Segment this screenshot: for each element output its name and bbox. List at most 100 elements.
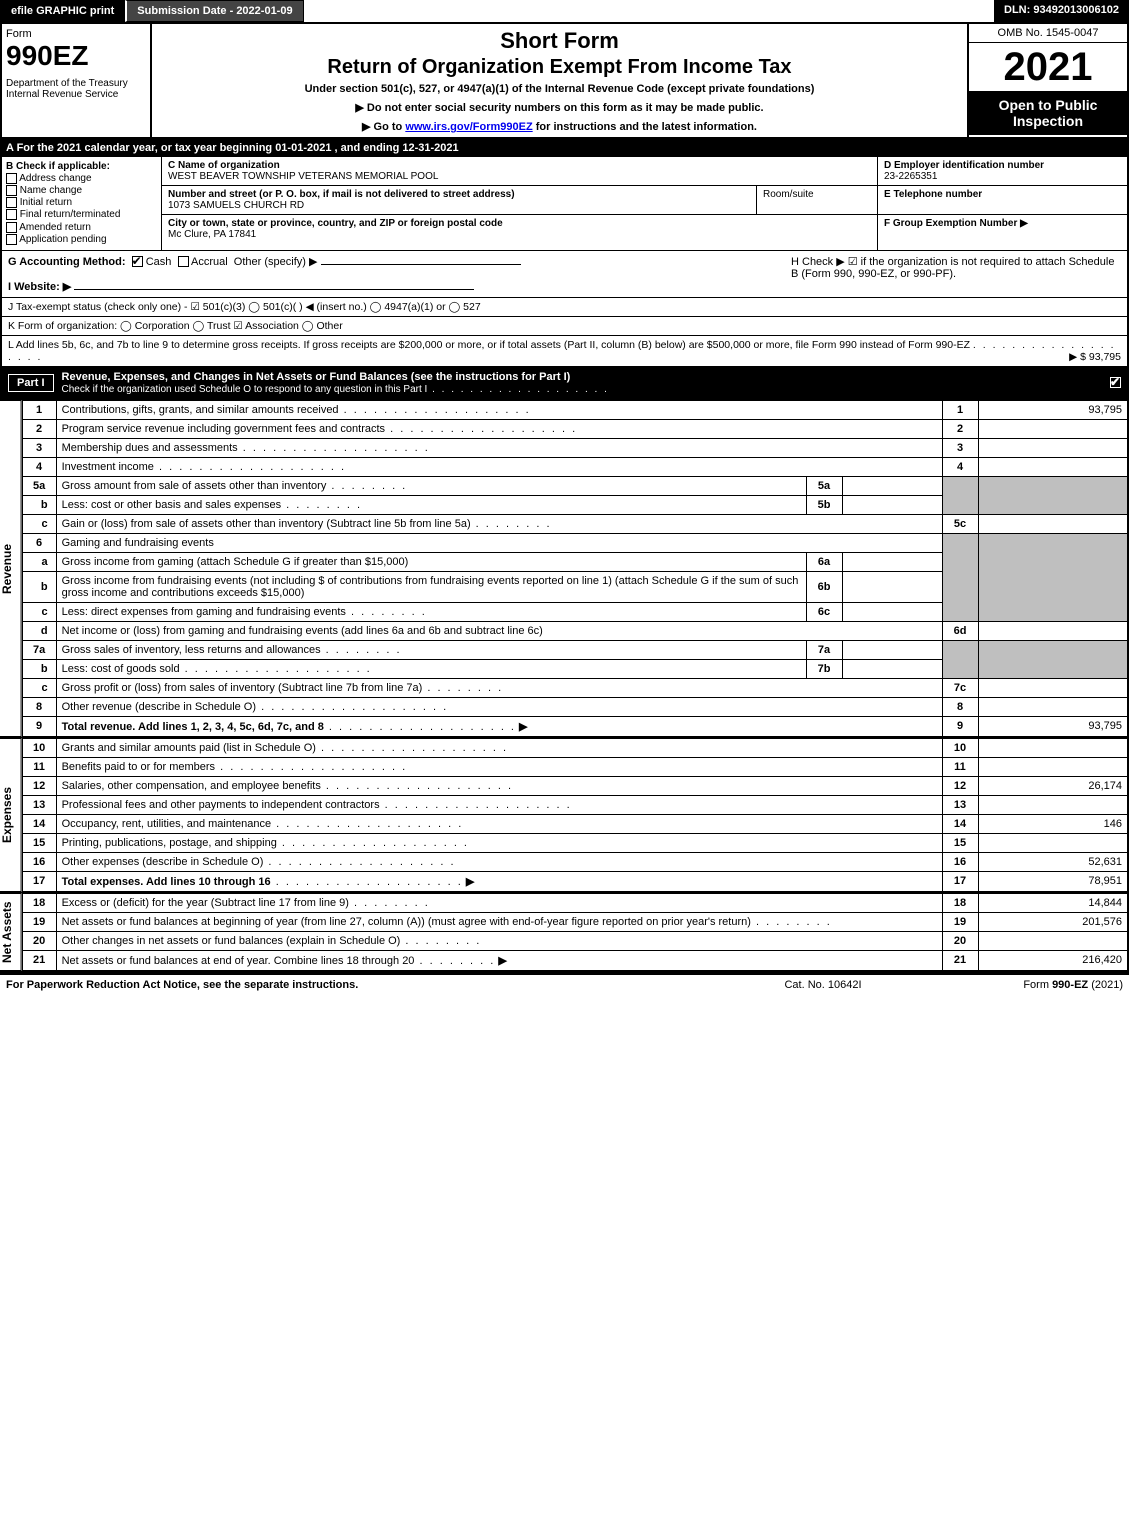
line-5c: cGain or (loss) from sale of assets othe…: [22, 514, 1128, 533]
line-8: 8Other revenue (describe in Schedule O)8: [22, 697, 1128, 716]
part-1-checkbox[interactable]: [1101, 377, 1121, 389]
f-group-label: F Group Exemption Number ▶: [884, 218, 1028, 229]
org-city: Mc Clure, PA 17841: [168, 229, 256, 240]
c-city-cell: City or town, state or province, country…: [162, 215, 877, 243]
line-2: 2Program service revenue including gover…: [22, 419, 1128, 438]
top-bar: efile GRAPHIC print Submission Date - 20…: [0, 0, 1129, 22]
form-word: Form: [6, 28, 146, 40]
chk-label: Application pending: [19, 234, 106, 245]
b-header: B Check if applicable:: [6, 161, 157, 172]
col-b-checkboxes: B Check if applicable: Address change Na…: [2, 157, 162, 250]
g-other: Other (specify) ▶: [234, 256, 318, 268]
row-l-gross-receipts: L Add lines 5b, 6c, and 7b to line 9 to …: [0, 335, 1129, 366]
line-6d: dNet income or (loss) from gaming and fu…: [22, 621, 1128, 640]
topbar-spacer: [304, 0, 994, 22]
line-7a: 7aGross sales of inventory, less returns…: [22, 640, 1128, 659]
d-ein-cell: D Employer identification number 23-2265…: [878, 157, 1127, 186]
revenue-section: Revenue 1Contributions, gifts, grants, a…: [0, 400, 1129, 738]
line-13: 13Professional fees and other payments t…: [22, 795, 1128, 814]
revenue-vlabel: Revenue: [0, 400, 22, 737]
expenses-vlabel: Expenses: [0, 738, 22, 892]
c-street-cell: Number and street (or P. O. box, if mail…: [162, 186, 757, 215]
row-k-form-org: K Form of organization: ◯ Corporation ◯ …: [0, 316, 1129, 335]
chk-label: Final return/terminated: [20, 210, 121, 221]
line-14: 14Occupancy, rent, utilities, and mainte…: [22, 814, 1128, 833]
line-12: 12Salaries, other compensation, and empl…: [22, 776, 1128, 795]
d-ein-label: D Employer identification number: [884, 160, 1044, 171]
chk-cash[interactable]: [132, 256, 143, 267]
line-19: 19Net assets or fund balances at beginni…: [22, 912, 1128, 931]
chk-label: Address change: [19, 173, 91, 184]
part-1-title: Revenue, Expenses, and Changes in Net As…: [62, 371, 1101, 395]
e-phone-label: E Telephone number: [884, 189, 982, 200]
l-amount: ▶ $ 93,795: [1069, 351, 1121, 363]
net-assets-section: Net Assets 18Excess or (deficit) for the…: [0, 893, 1129, 973]
d-ein-value: 23-2265351: [884, 171, 937, 182]
c-room-label: Room/suite: [763, 189, 814, 200]
title-sub: Under section 501(c), 527, or 4947(a)(1)…: [156, 83, 963, 95]
header-mid: Short Form Return of Organization Exempt…: [152, 24, 967, 137]
efile-print-button[interactable]: efile GRAPHIC print: [0, 0, 125, 22]
line-18: 18Excess or (deficit) for the year (Subt…: [22, 893, 1128, 912]
g-other-input[interactable]: [321, 264, 521, 265]
revenue-table: 1Contributions, gifts, grants, and simil…: [22, 400, 1129, 737]
org-street: 1073 SAMUELS CHURCH RD: [168, 200, 304, 211]
f-group-cell: F Group Exemption Number ▶: [878, 215, 1127, 232]
part-1-check-line: Check if the organization used Schedule …: [62, 384, 609, 395]
chk-name-change[interactable]: Name change: [6, 185, 157, 196]
g-accounting: G Accounting Method: Cash Accrual Other …: [8, 255, 781, 293]
dept-treasury: Department of the Treasury Internal Reve…: [6, 78, 146, 100]
part-1-header: Part I Revenue, Expenses, and Changes in…: [0, 366, 1129, 400]
expenses-table: 10Grants and similar amounts paid (list …: [22, 738, 1129, 892]
part-1-tag: Part I: [8, 374, 54, 392]
line-10: 10Grants and similar amounts paid (list …: [22, 738, 1128, 757]
c-name-label: C Name of organization: [168, 160, 871, 171]
chk-address-change[interactable]: Address change: [6, 173, 157, 184]
note-goto: ▶ Go to www.irs.gov/Form990EZ for instru…: [156, 120, 963, 133]
g-cash: Cash: [146, 256, 172, 268]
line-4: 4Investment income4: [22, 457, 1128, 476]
chk-application-pending[interactable]: Application pending: [6, 234, 157, 245]
title-short: Short Form: [156, 28, 963, 54]
line-16: 16Other expenses (describe in Schedule O…: [22, 852, 1128, 871]
e-phone-cell: E Telephone number: [878, 186, 1127, 215]
g-label: G Accounting Method:: [8, 256, 126, 268]
line-7c: cGross profit or (loss) from sales of in…: [22, 678, 1128, 697]
net-assets-table: 18Excess or (deficit) for the year (Subt…: [22, 893, 1129, 971]
irs-link[interactable]: www.irs.gov/Form990EZ: [405, 121, 532, 133]
g-accrual: Accrual: [191, 256, 228, 268]
col-d-e-f: D Employer identification number 23-2265…: [877, 157, 1127, 250]
form-number: 990EZ: [6, 40, 146, 72]
line-6: 6Gaming and fundraising events: [22, 533, 1128, 552]
c-city-label: City or town, state or province, country…: [168, 218, 871, 229]
chk-amended-return[interactable]: Amended return: [6, 222, 157, 233]
c-room-cell: Room/suite: [757, 186, 877, 215]
line-3: 3Membership dues and assessments3: [22, 438, 1128, 457]
form-header: Form 990EZ Department of the Treasury In…: [0, 22, 1129, 139]
note-goto-pre: ▶ Go to: [362, 121, 405, 133]
row-g-h: G Accounting Method: Cash Accrual Other …: [0, 251, 1129, 297]
submission-date: Submission Date - 2022-01-09: [125, 0, 303, 22]
footer-formref: Form 990-EZ (2021): [923, 979, 1123, 991]
org-name: WEST BEAVER TOWNSHIP VETERANS MEMORIAL P…: [168, 171, 438, 182]
c-name-cell: C Name of organization WEST BEAVER TOWNS…: [162, 157, 877, 186]
net-assets-vlabel: Net Assets: [0, 893, 22, 971]
chk-label: Name change: [20, 185, 82, 196]
chk-initial-return[interactable]: Initial return: [6, 197, 157, 208]
i-website-label: I Website: ▶: [8, 281, 71, 293]
footer-paperwork: For Paperwork Reduction Act Notice, see …: [6, 979, 723, 991]
chk-accrual[interactable]: [178, 256, 189, 267]
line-21: 21Net assets or fund balances at end of …: [22, 950, 1128, 970]
dln-label: DLN: 93492013006102: [994, 0, 1129, 22]
line-17: 17Total expenses. Add lines 10 through 1…: [22, 871, 1128, 891]
c-address-row: Number and street (or P. O. box, if mail…: [162, 186, 877, 215]
c-street-label: Number and street (or P. O. box, if mail…: [168, 189, 750, 200]
footer-catno: Cat. No. 10642I: [723, 979, 923, 991]
note-ssn: ▶ Do not enter social security numbers o…: [156, 101, 963, 114]
line-20: 20Other changes in net assets or fund ba…: [22, 931, 1128, 950]
part-1-title-text: Revenue, Expenses, and Changes in Net As…: [62, 371, 571, 383]
i-website-input[interactable]: [74, 289, 474, 290]
chk-final-return[interactable]: Final return/terminated: [6, 209, 157, 220]
title-long: Return of Organization Exempt From Incom…: [156, 56, 963, 79]
block-b-to-f: B Check if applicable: Address change Na…: [0, 157, 1129, 251]
